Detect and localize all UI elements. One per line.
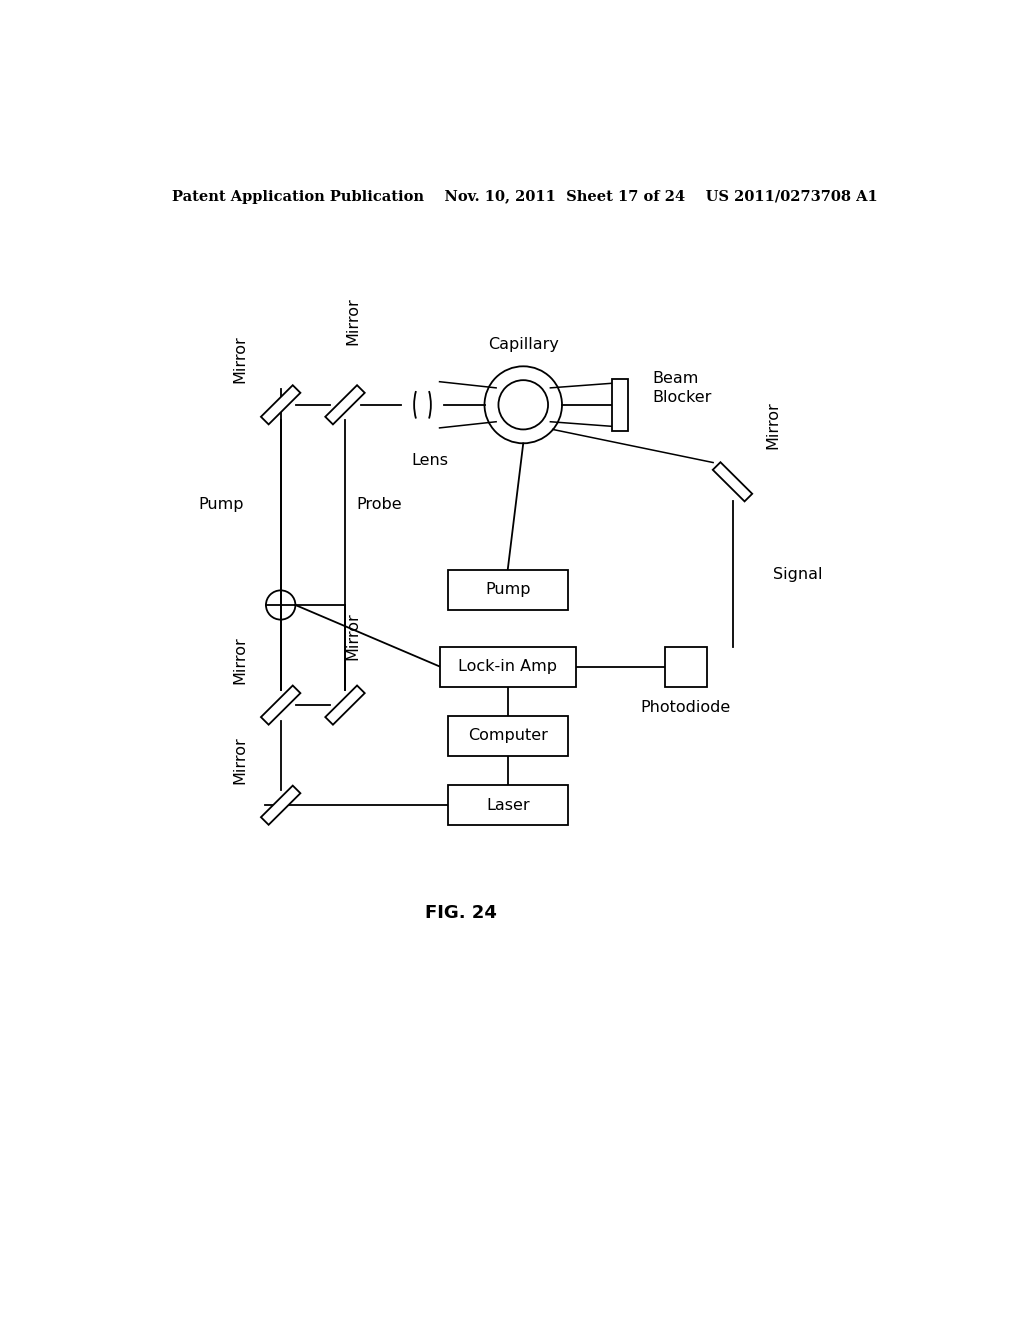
Text: Mirror: Mirror <box>345 612 360 660</box>
Text: Laser: Laser <box>486 797 529 813</box>
Polygon shape <box>326 685 365 725</box>
Text: Photodiode: Photodiode <box>641 701 731 715</box>
Bar <box>447 715 568 756</box>
Text: Capillary: Capillary <box>487 338 559 352</box>
Bar <box>447 785 568 825</box>
Polygon shape <box>261 685 300 725</box>
Text: Mirror: Mirror <box>765 401 780 449</box>
Polygon shape <box>326 385 365 425</box>
Polygon shape <box>261 785 300 825</box>
Bar <box>665 647 708 686</box>
Text: Probe: Probe <box>356 498 402 512</box>
Text: Mirror: Mirror <box>232 636 248 684</box>
Polygon shape <box>713 462 753 502</box>
Text: Mirror: Mirror <box>232 735 248 784</box>
Text: Pump: Pump <box>485 582 530 597</box>
Bar <box>612 379 628 430</box>
Text: Pump: Pump <box>198 498 244 512</box>
Text: Mirror: Mirror <box>232 335 248 383</box>
Text: Lock-in Amp: Lock-in Amp <box>459 659 557 675</box>
Text: Patent Application Publication    Nov. 10, 2011  Sheet 17 of 24    US 2011/02737: Patent Application Publication Nov. 10, … <box>172 190 878 203</box>
Polygon shape <box>261 385 300 425</box>
Bar <box>447 570 568 610</box>
Text: Beam
Blocker: Beam Blocker <box>652 371 712 405</box>
Text: Signal: Signal <box>773 566 822 582</box>
Text: FIG. 24: FIG. 24 <box>425 904 498 921</box>
Bar <box>440 647 575 686</box>
Text: Mirror: Mirror <box>345 297 360 345</box>
Text: Lens: Lens <box>412 453 449 467</box>
Text: Computer: Computer <box>468 729 548 743</box>
